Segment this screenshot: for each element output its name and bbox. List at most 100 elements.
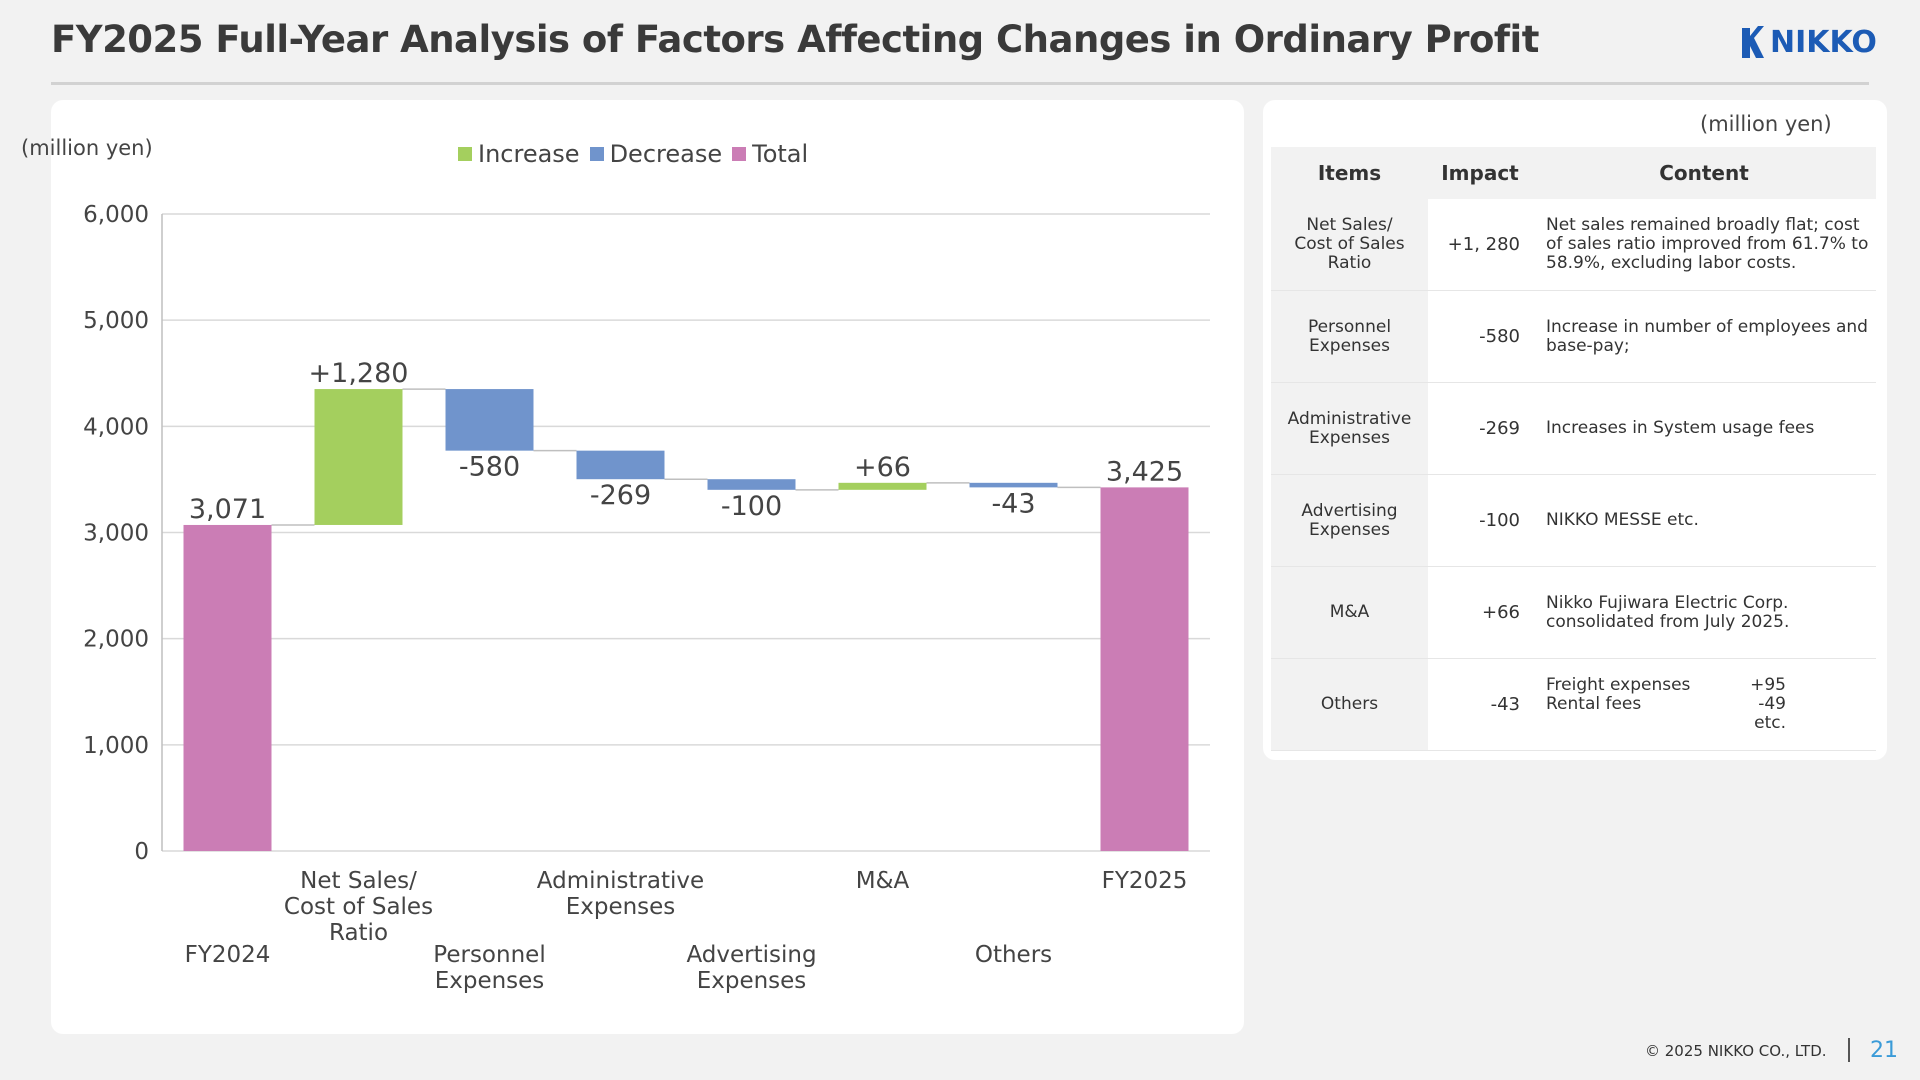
impact-table: Items Impact Content Net Sales/Cost of S… [1271,147,1876,751]
header-content: Content [1532,147,1876,199]
x-category-label: M&A [856,868,910,894]
y-tick-label: 2,000 [83,627,149,653]
data-label: +66 [854,452,911,483]
item-cell: Advertising Expenses [1271,474,1428,567]
data-label: 3,425 [1106,456,1183,487]
bar-increase [838,482,927,490]
item-cell: Administrative Expenses [1271,382,1428,475]
y-tick-label: 4,000 [83,414,149,440]
impact-cell: -580 [1428,290,1532,383]
breakdown-value: etc. [1754,713,1786,733]
logo-text: NIKKO [1770,24,1877,60]
x-category-label: Administrative Expenses [537,868,704,920]
header-impact: Impact [1428,147,1532,199]
bar-total [1100,487,1189,851]
legend-label-total: Total [752,140,809,168]
table-unit-label: (million yen) [1700,112,1832,136]
item-line: Others [1320,694,1379,714]
title-divider [51,82,1869,85]
content-line: Nikko Fujiwara Electric Corp. [1546,592,1789,613]
impact-cell: -100 [1428,474,1532,567]
content-cell: Nikko Fujiwara Electric Corp. consolidate… [1532,566,1876,659]
x-category-label: Net Sales/Cost of Sales Ratio [284,868,433,946]
x-category-label: FY2025 [1102,868,1188,894]
item-cell: Others [1271,658,1428,751]
table-row: Advertising Expenses -100 NIKKO MESSE etc. [1271,474,1876,567]
content-line: base-pay; [1546,335,1630,356]
breakdown-value: -49 [1758,694,1786,714]
bar-decrease [707,479,796,490]
content-line: of sales ratio improved from 61.7% to [1546,234,1869,254]
impact-cell: +66 [1428,566,1532,659]
item-line: Net Sales/ [1306,215,1393,235]
legend-label-increase: Increase [478,140,580,168]
item-line: Administrative [1287,408,1412,429]
impact-cell: -43 [1428,658,1532,751]
item-line: Expenses [1309,335,1390,356]
legend-item-total: Total [732,140,808,168]
y-tick-label: 5,000 [83,308,149,334]
table-row: Others -43 Freight expenses +95 Rental fees -… [1271,658,1876,751]
content-line: consolidated from July 2025. [1546,611,1790,632]
breakdown-value: +95 [1750,675,1786,695]
content-line: NIKKO MESSE etc. [1546,510,1699,530]
content-cell: Net sales remained broadly flat; cost of … [1532,199,1876,291]
others-breakdown: Freight expenses +95 Rental fees -49 etc. [1546,676,1872,733]
item-line: Personnel [1307,316,1392,337]
breakdown-label: Rental fees [1546,694,1642,714]
y-tick-label: 1,000 [83,733,149,759]
content-cell: NIKKO MESSE etc. [1532,474,1876,567]
data-label: +1,280 [309,358,409,389]
breakdown-label: Freight expenses [1546,675,1691,695]
page-number: 21 [1870,1038,1898,1063]
legend-swatch-increase [458,147,472,161]
data-label: -269 [590,480,651,511]
data-label: -43 [991,488,1035,519]
table-header-row: Items Impact Content [1271,147,1876,199]
table-row: Administrative Expenses -269 Increases in S… [1271,382,1876,475]
item-line: Expenses [1309,427,1390,448]
y-tick-label: 3,000 [83,521,149,547]
item-line: Ratio [1327,253,1372,273]
data-label: 3,071 [189,494,266,525]
item-cell: Personnel Expenses [1271,290,1428,383]
table-row: M&A +66 Nikko Fujiwara Electric Corp. conso… [1271,566,1876,659]
data-label: -580 [459,452,520,483]
bar-decrease [445,389,534,451]
table-row: Net Sales/Cost of Sales Ratio +1, 280 Net s… [1271,199,1876,291]
item-line: Expenses [1309,519,1390,540]
impact-cell: +1, 280 [1428,199,1532,291]
copyright: © 2025 NIKKO CO., LTD. [1645,1042,1827,1060]
footer-divider [1848,1038,1850,1062]
page-title: FY2025 Full-Year Analysis of Factors Aff… [51,18,1539,61]
item-line: M&A [1329,602,1370,622]
table-row: Personnel Expenses -580 Increase in number … [1271,290,1876,383]
data-label: -100 [721,491,782,522]
item-line: Cost of Sales [1294,234,1405,254]
x-category-label: Personnel Expenses [433,942,545,994]
impact-cell: -269 [1428,382,1532,475]
item-line: Advertising [1301,500,1398,521]
company-logo: NIKKO [1740,22,1877,62]
content-line: 58.9%, excluding labor costs. [1546,253,1797,273]
x-category-label: Advertising Expenses [686,942,816,994]
header-items: Items [1271,147,1428,199]
chart-unit-label: (million yen) [21,136,153,160]
legend-swatch-decrease [589,147,604,161]
content-line: Net sales remained broadly flat; cost [1546,215,1860,235]
y-tick-label: 6,000 [83,202,149,228]
waterfall-chart: 0 1,000 2,000 3,000 4,000 5,000 6,000 3,071 +1,2… [83,202,1210,994]
content-cell: Increases in System usage fees [1532,382,1876,475]
nikko-logo-mark-icon [1742,26,1764,58]
y-tick-label: 0 [134,839,149,865]
legend-item-increase: Increase [458,140,580,168]
x-category-label: Others [975,942,1052,968]
item-cell: M&A [1271,566,1428,659]
content-line: Increases in System usage fees [1546,418,1815,438]
bar-decrease [576,450,665,480]
legend-label-decrease: Decrease [609,140,723,168]
item-cell: Net Sales/Cost of Sales Ratio [1271,199,1428,291]
table-body: Net Sales/Cost of Sales Ratio +1, 280 Net s… [1271,199,1876,751]
bar-increase [314,389,403,525]
content-line: Increase in number of employees and [1546,316,1868,337]
